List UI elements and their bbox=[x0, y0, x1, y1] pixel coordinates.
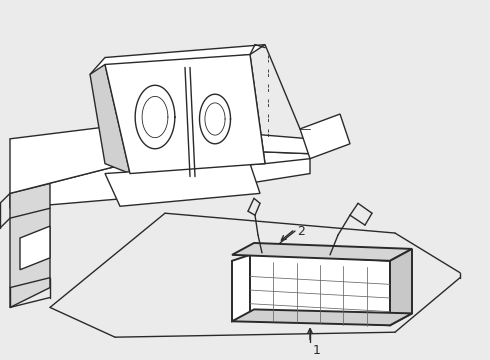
Polygon shape bbox=[390, 249, 412, 325]
Polygon shape bbox=[232, 309, 412, 325]
Polygon shape bbox=[250, 253, 390, 325]
Polygon shape bbox=[90, 45, 265, 75]
Text: 1: 1 bbox=[313, 344, 321, 357]
Text: 2: 2 bbox=[297, 225, 305, 238]
Polygon shape bbox=[105, 55, 265, 174]
Polygon shape bbox=[90, 64, 130, 174]
Polygon shape bbox=[10, 184, 50, 307]
Polygon shape bbox=[20, 226, 50, 270]
Polygon shape bbox=[10, 149, 310, 208]
Polygon shape bbox=[232, 243, 412, 261]
Polygon shape bbox=[10, 124, 310, 193]
Polygon shape bbox=[105, 164, 260, 206]
Polygon shape bbox=[105, 55, 265, 174]
Polygon shape bbox=[232, 255, 250, 321]
Polygon shape bbox=[300, 114, 350, 159]
